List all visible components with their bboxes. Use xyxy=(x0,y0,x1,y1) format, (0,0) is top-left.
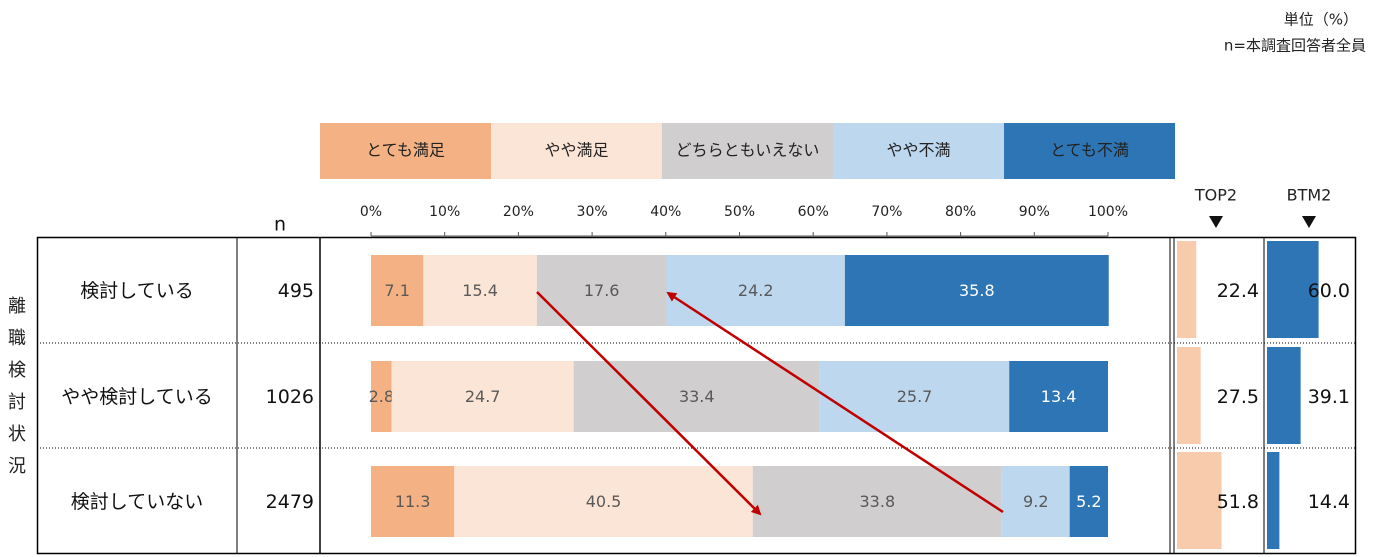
top2-bar xyxy=(1177,347,1201,444)
bar-segment xyxy=(1001,466,1070,537)
bar-segment xyxy=(1009,361,1108,432)
n-value: 1026 xyxy=(266,386,314,408)
data-label: 24.2 xyxy=(738,281,774,300)
btm2-bar xyxy=(1267,452,1280,549)
data-label: 2.8 xyxy=(369,387,394,406)
btm2-label: 60.0 xyxy=(1308,280,1350,302)
n-value: 495 xyxy=(278,280,314,302)
x-tick-label: 40% xyxy=(650,204,681,220)
data-label: 9.2 xyxy=(1023,492,1048,511)
x-tick-label: 20% xyxy=(503,204,534,220)
bar-segment xyxy=(391,361,574,432)
data-label: 5.2 xyxy=(1076,492,1101,511)
row-label: 検討している xyxy=(80,280,193,302)
x-tick-label: 70% xyxy=(871,204,902,220)
top2-label: 51.8 xyxy=(1217,491,1259,513)
data-label: 40.5 xyxy=(586,492,622,511)
arrow xyxy=(666,291,1004,514)
x-tick-label: 50% xyxy=(724,204,755,220)
x-tick-label: 90% xyxy=(1019,204,1050,220)
btm2-bar xyxy=(1267,347,1301,444)
data-label: 24.7 xyxy=(465,387,501,406)
row-group-label: 離職検討状況 xyxy=(5,296,26,488)
data-label: 25.7 xyxy=(897,387,933,406)
data-label: 33.8 xyxy=(860,492,896,511)
top2-label: 22.4 xyxy=(1217,280,1259,302)
data-label: 11.3 xyxy=(395,492,431,511)
bar-segment xyxy=(752,466,1002,537)
triangle xyxy=(1302,216,1316,228)
data-label: 13.4 xyxy=(1041,387,1077,406)
n-value: 2479 xyxy=(266,491,314,513)
legend-swatch xyxy=(491,123,662,179)
bar-segment xyxy=(423,255,537,326)
btm2-bar xyxy=(1267,241,1319,338)
data-label: 35.8 xyxy=(959,281,995,300)
unit-note: 単位（%） xyxy=(1284,11,1358,29)
bar-segment xyxy=(371,466,455,537)
x-tick-label: 100% xyxy=(1088,204,1128,220)
row-label: やや検討している xyxy=(61,386,212,408)
bar-segment xyxy=(454,466,753,537)
bar-segment xyxy=(844,255,1109,326)
legend-swatch xyxy=(662,123,833,179)
data-label: 17.6 xyxy=(584,281,620,300)
x-tick-label: 60% xyxy=(798,204,829,220)
triangle xyxy=(1209,216,1223,228)
bar-segment xyxy=(666,255,845,326)
bar-segment xyxy=(819,361,1010,432)
legend-swatch xyxy=(833,123,1004,179)
row-label: 検討していない xyxy=(71,491,203,513)
x-tick-label: 30% xyxy=(577,204,608,220)
table-lines xyxy=(36,236,1357,555)
x-tick-label: 80% xyxy=(945,204,976,220)
n-header: n xyxy=(274,214,286,236)
btm2-label: 14.4 xyxy=(1308,491,1350,513)
legend-swatch xyxy=(1004,123,1175,179)
n-note: n=本調査回答者全員 xyxy=(1224,37,1366,55)
bar-segment xyxy=(371,361,392,432)
legend-label: やや不満 xyxy=(886,141,950,160)
arrow xyxy=(536,291,762,516)
top2-bar xyxy=(1177,241,1197,338)
top2-bar xyxy=(1177,452,1222,549)
legend-label: とても不満 xyxy=(1050,141,1129,160)
bar-segment xyxy=(1069,466,1108,537)
data-label: 15.4 xyxy=(462,281,498,300)
btm2-label: 39.1 xyxy=(1308,386,1350,408)
top2-header: TOP2 xyxy=(1194,186,1237,205)
bar-segment xyxy=(371,255,424,326)
legend-label: どちらともいえない xyxy=(676,141,820,160)
bar-segment xyxy=(573,361,820,432)
data-label: 33.4 xyxy=(679,387,715,406)
top2-label: 27.5 xyxy=(1217,386,1259,408)
btm2-header: BTM2 xyxy=(1287,186,1332,205)
x-tick-label: 0% xyxy=(360,204,382,220)
legend-swatch xyxy=(320,123,491,179)
data-label: 7.1 xyxy=(384,281,409,300)
legend-label: とても満足 xyxy=(366,141,445,160)
legend-label: やや満足 xyxy=(544,141,608,160)
x-tick-label: 10% xyxy=(429,204,460,220)
